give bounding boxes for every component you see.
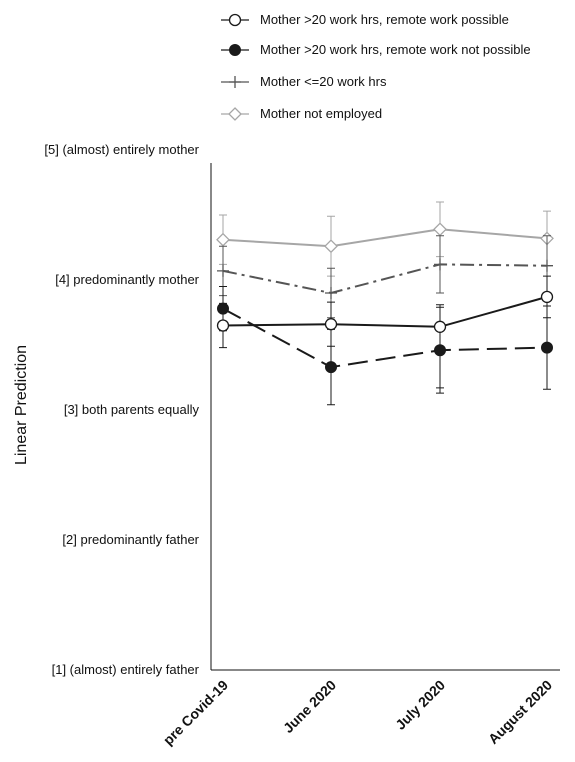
data-point: [541, 341, 553, 354]
x-tick-label: August 2020: [485, 677, 555, 747]
y-axis-title: Linear Prediction: [13, 345, 30, 465]
series-part-time: [217, 235, 553, 319]
y-tick-label: [2] predominantly father: [62, 532, 199, 547]
x-ticks: pre Covid-19 June 2020 July 2020 August 202…: [160, 677, 555, 748]
series-remote-not-possible: [217, 286, 553, 406]
data-point: [433, 320, 447, 333]
legend-marker: [229, 76, 241, 88]
data-point: [216, 232, 230, 247]
data-point: [324, 239, 338, 254]
y-tick-label: [5] (almost) entirely mother: [44, 142, 199, 157]
data-point: [541, 259, 553, 272]
legend-label: Mother >20 work hrs, remote work possibl…: [260, 12, 509, 27]
legend-label: Mother >20 work hrs, remote work not pos…: [260, 42, 531, 57]
data-point: [216, 319, 230, 332]
x-tick-label: July 2020: [392, 677, 448, 733]
legend-marker: [228, 13, 242, 27]
legend-marker: [229, 44, 241, 56]
legend-item-remote-not-possible: Mother >20 work hrs, remote work not pos…: [221, 42, 531, 57]
legend-label: Mother <=20 work hrs: [260, 74, 387, 89]
data-point: [540, 290, 554, 304]
axes: [210, 163, 560, 671]
series-line: [222, 307, 548, 369]
legend-item-remote-possible: Mother >20 work hrs, remote work possibl…: [221, 12, 509, 27]
legend-marker: [228, 107, 242, 121]
series-line: [222, 263, 548, 295]
data-point: [217, 264, 229, 277]
y-tick-label: [1] (almost) entirely father: [52, 662, 200, 677]
data-point: [324, 318, 338, 331]
x-tick-label: pre Covid-19: [160, 677, 231, 748]
series-not-employed: [216, 201, 554, 277]
series-line: [222, 295, 548, 328]
series-remote-possible: [216, 275, 554, 389]
error-bar: [436, 304, 444, 389]
series-line: [222, 228, 548, 248]
y-ticks: [5] (almost) entirely mother [4] predomin…: [44, 142, 199, 677]
data-point: [325, 361, 337, 374]
series-layer: [216, 201, 554, 406]
data-point: [433, 222, 447, 237]
data-point: [434, 258, 446, 271]
y-tick-label: [3] both parents equally: [64, 402, 200, 417]
legend-item-not-employed: Mother not employed: [221, 106, 382, 121]
x-tick-label: June 2020: [280, 677, 339, 736]
y-tick-label: [4] predominantly mother: [55, 272, 199, 287]
legend-item-part-time: Mother <=20 work hrs: [221, 74, 387, 89]
legend: Mother >20 work hrs, remote work possibl…: [221, 12, 531, 121]
data-point: [325, 287, 337, 299]
legend-label: Mother not employed: [260, 106, 382, 121]
